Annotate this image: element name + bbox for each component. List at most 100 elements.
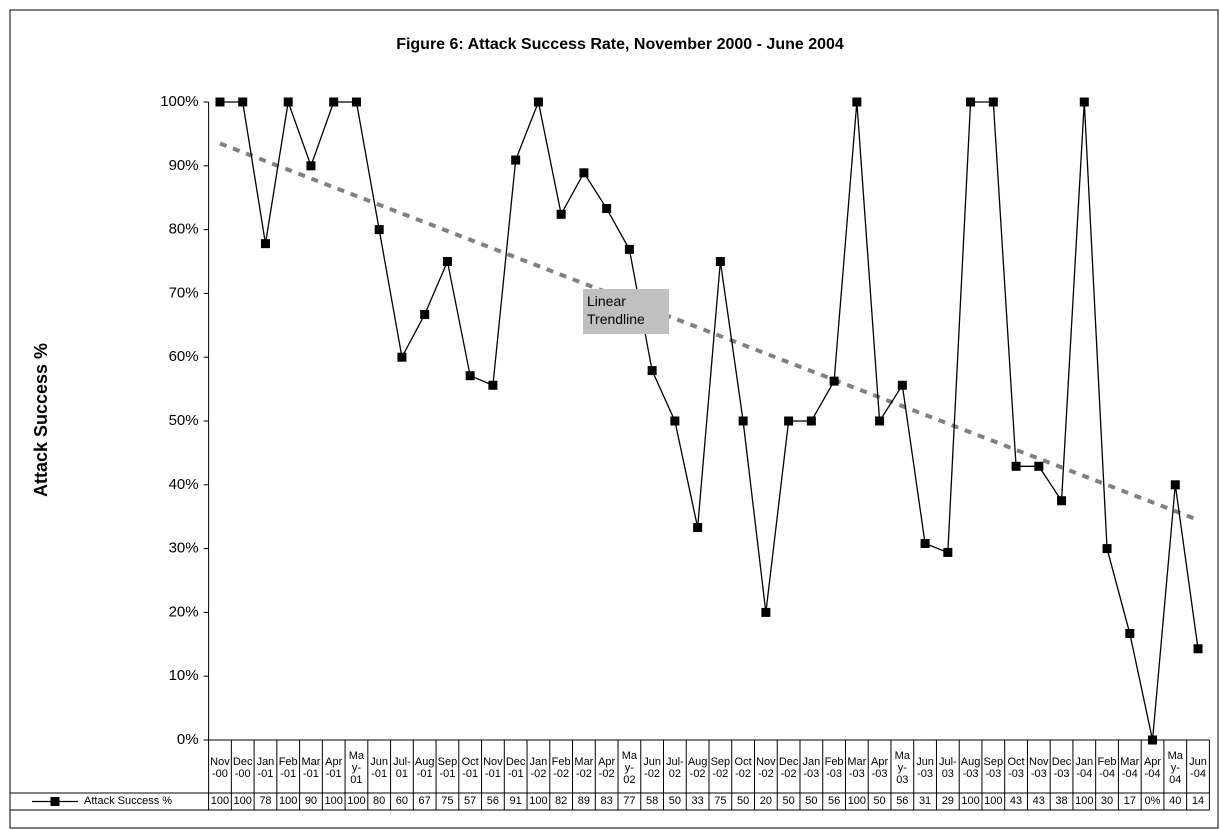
x-tick-label: Apr-02	[598, 755, 616, 780]
point-marker	[761, 607, 771, 617]
point-marker	[988, 97, 998, 107]
point-marker	[693, 523, 703, 533]
x-tick-label: Jun-03	[916, 755, 934, 780]
x-tick-label: Oct-02	[734, 755, 752, 780]
data-table-value: 100	[347, 795, 366, 807]
x-tick-label: Jul-02	[666, 755, 684, 780]
y-tick-label: 0%	[177, 731, 199, 748]
series-line	[219, 99, 1199, 741]
data-table-value: 20	[759, 795, 772, 807]
chart-title: Figure 6: Attack Success Rate, November …	[396, 36, 844, 53]
data-table-value: 33	[691, 795, 704, 807]
data-table-value: 83	[600, 795, 613, 807]
data-table-value: 38	[1055, 795, 1068, 807]
point-marker	[442, 257, 452, 266]
legend-label: Attack Success %	[84, 795, 173, 807]
point-marker	[647, 366, 657, 376]
data-table-value: 50	[668, 795, 681, 807]
data-table-value: 60	[395, 795, 409, 807]
point-marker	[420, 309, 430, 319]
x-tick-label: May-03	[894, 749, 910, 786]
legend-marker	[50, 797, 60, 806]
x-tick-label: May-01	[348, 749, 365, 786]
point-marker	[1125, 628, 1135, 638]
y-tick-label: 40%	[169, 476, 199, 493]
point-marker	[1193, 644, 1203, 654]
x-tick-label: Jun-01	[370, 755, 389, 780]
data-table-value: 75	[441, 795, 454, 807]
data-table-value: 29	[941, 795, 954, 807]
point-marker	[215, 97, 225, 107]
data-table-value: 100	[961, 795, 980, 807]
x-tick-label: Jan-04	[1075, 755, 1094, 780]
x-tick-label: Feb-04	[1097, 755, 1117, 780]
x-tick-label: Jan-03	[802, 755, 821, 780]
data-table-value: 100	[324, 795, 343, 807]
x-tick-label: May-02	[621, 749, 638, 786]
y-tick-label: 60%	[169, 348, 199, 365]
point-marker	[260, 239, 270, 249]
point-marker	[556, 209, 566, 219]
x-tick-label: Aug-02	[687, 755, 708, 780]
x-tick-label: Mar-03	[847, 755, 867, 780]
x-tick-label: Jul-03	[938, 755, 957, 780]
point-marker	[670, 416, 680, 426]
x-tick-label: Jan-02	[529, 755, 548, 780]
data-table-value: 50	[873, 795, 886, 807]
data-table-value: 40	[1169, 795, 1182, 807]
data-table-value: 100	[1075, 795, 1094, 807]
y-tick-label: 100%	[160, 93, 198, 110]
data-table-value: 75	[714, 795, 727, 807]
point-marker	[351, 97, 361, 107]
point-marker	[966, 97, 976, 107]
point-marker	[920, 538, 930, 548]
x-tick-label: Dec-02	[778, 755, 799, 780]
point-marker	[784, 416, 794, 426]
data-table-value: 100	[984, 795, 1003, 807]
data-table-value: 30	[1100, 795, 1114, 807]
data-table-value: 80	[373, 795, 386, 807]
y-tick-label: 30%	[169, 540, 199, 557]
point-marker	[511, 155, 521, 165]
y-tick-label: 10%	[169, 667, 199, 684]
x-tick-label: Nov-00	[210, 755, 230, 780]
point-marker	[1057, 496, 1067, 506]
point-marker	[1170, 480, 1180, 490]
point-marker	[1148, 735, 1158, 745]
data-table-value: 43	[1009, 795, 1023, 807]
y-axis-label: Attack Success %	[31, 343, 51, 497]
x-tick-label: Apr-04	[1143, 755, 1162, 780]
x-tick-label: Jan-01	[256, 755, 275, 780]
point-marker	[602, 204, 612, 214]
data-table-value: 78	[259, 795, 272, 807]
x-tick-label: Sep-01	[437, 755, 458, 780]
point-marker	[1034, 461, 1044, 471]
data-table-value: 58	[645, 795, 659, 807]
data-table-value: 100	[847, 795, 867, 807]
data-table-value: 100	[210, 795, 230, 807]
data-table-value: 50	[736, 795, 750, 807]
x-tick-label: Aug-01	[414, 755, 435, 780]
x-tick-label: Mar-02	[574, 755, 594, 780]
point-marker	[1079, 97, 1089, 107]
point-marker	[829, 376, 839, 386]
x-tick-label: Apr-03	[871, 755, 889, 780]
data-table-value: 100	[529, 795, 548, 807]
data-table-value: 57	[464, 795, 477, 807]
x-tick-label: Nov-03	[1029, 755, 1049, 780]
trendline	[219, 141, 1199, 522]
point-marker	[488, 380, 498, 390]
data-table-value: 82	[555, 795, 568, 807]
data-table-value: 91	[509, 795, 522, 807]
point-marker	[329, 97, 339, 107]
y-tick-label: 50%	[169, 412, 199, 429]
point-marker	[397, 352, 407, 362]
x-tick-label: Jun-02	[643, 755, 661, 780]
x-tick-label: Feb-02	[551, 755, 571, 780]
point-marker	[465, 371, 475, 381]
point-marker	[897, 380, 907, 390]
point-marker	[852, 97, 862, 107]
point-marker	[738, 416, 748, 426]
point-marker	[624, 244, 634, 254]
point-marker	[875, 416, 885, 426]
